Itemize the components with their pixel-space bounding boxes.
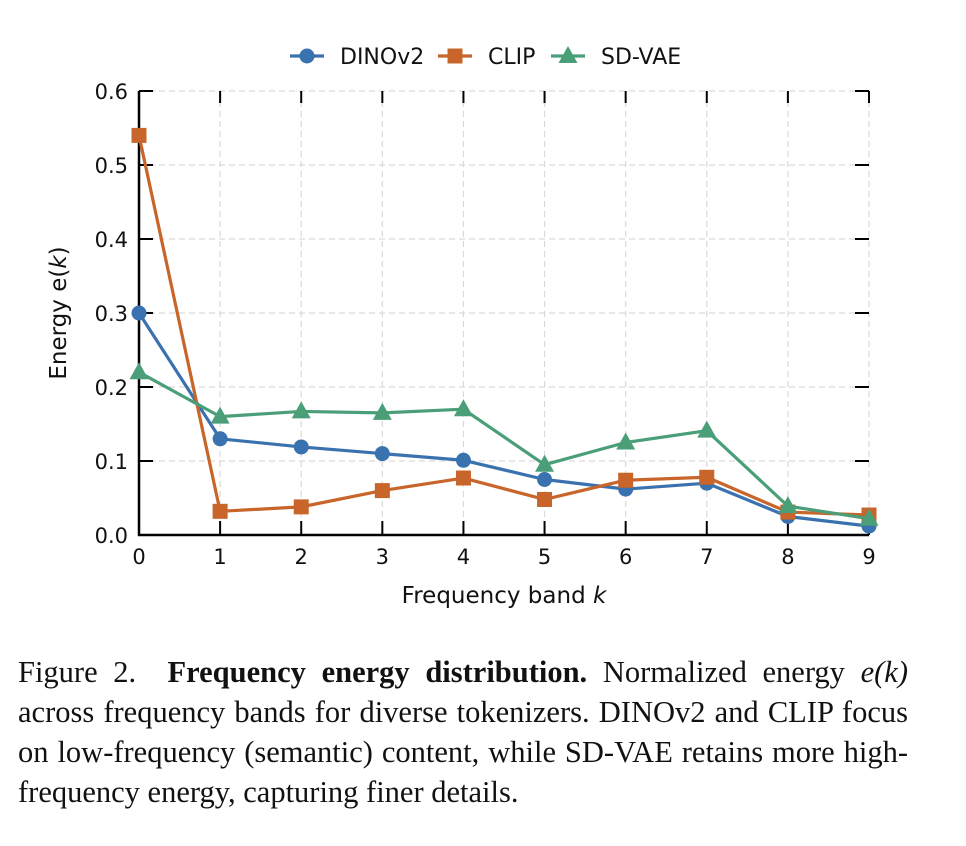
point-dinov2	[537, 472, 553, 487]
point-sd-vae	[291, 401, 311, 419]
point-sd-vae	[616, 432, 636, 450]
caption-text-2: across frequency bands for diverse token…	[18, 695, 908, 809]
x-tick-label: 7	[700, 545, 713, 569]
point-clip	[131, 127, 147, 143]
point-sd-vae	[210, 406, 230, 424]
legend-marker-clip	[447, 48, 463, 64]
point-sd-vae	[129, 362, 149, 380]
point-clip	[455, 470, 471, 486]
point-dinov2	[212, 431, 228, 447]
point-dinov2	[293, 439, 309, 455]
legend-item-clip: CLIP	[438, 45, 535, 70]
x-tick-label: 4	[457, 545, 470, 569]
point-dinov2	[455, 452, 471, 468]
x-tick-label: 2	[295, 545, 308, 569]
point-clip	[374, 483, 390, 499]
series-group	[129, 127, 879, 534]
x-tick-label: 5	[538, 545, 551, 569]
line-sd-vae	[138, 370, 870, 521]
point-sd-vae	[859, 508, 879, 526]
caption-prefix: Figure 2.	[18, 655, 137, 689]
point-dinov2	[131, 305, 147, 321]
point-sd-vae	[372, 402, 392, 420]
y-tick-label: 0.1	[95, 450, 128, 474]
y-tick-label: 0.3	[95, 302, 128, 326]
legend-item-sd-vae: SD-VAE	[551, 45, 681, 70]
point-clip	[212, 503, 228, 519]
x-tick-label: 3	[376, 545, 389, 569]
x-axis-variable: k	[593, 583, 608, 609]
x-tick-label: 6	[619, 545, 632, 569]
line-chart: 0.0 0.1 0.2 0.3 0.4 0.5 0.6 0 1 2 3 4 5 6 7 8 9 DINOv2 CL…	[46, 45, 879, 609]
legend-marker-dinov2	[299, 48, 315, 64]
x-tick-label: 8	[781, 545, 794, 569]
y-tick-label: 0.6	[95, 80, 128, 104]
axes: 0.0 0.1 0.2 0.3 0.4 0.5 0.6 0 1 2 3 4 5 6 7 8 9	[95, 80, 876, 569]
x-tick-label: 0	[132, 545, 145, 569]
point-sd-vae	[453, 399, 473, 417]
y-tick-label: 0.5	[95, 154, 128, 178]
point-sd-vae	[697, 420, 717, 438]
x-tick-label: 9	[862, 545, 875, 569]
caption-math: e(k)	[860, 655, 908, 689]
legend-label-dinov2: DINOv2	[340, 45, 424, 70]
line-clip	[137, 135, 870, 517]
point-sd-vae	[778, 496, 798, 514]
point-clip	[537, 491, 553, 507]
legend-item-dinov2: DINOv2	[290, 45, 424, 70]
y-tick-label: 0.4	[95, 228, 128, 252]
caption-text-1: Normalized energy	[587, 655, 861, 689]
y-axis-label: Energy e(k)	[46, 246, 72, 379]
x-axis-label: Frequency band k	[402, 583, 608, 609]
series-sd-vae	[129, 362, 879, 526]
line-dinov2	[137, 312, 870, 528]
legend: DINOv2 CLIP SD-VAE	[290, 45, 681, 70]
x-tick-label: 1	[213, 545, 226, 569]
y-axis-variable: k	[46, 254, 72, 269]
legend-marker-sd-vae	[558, 46, 578, 63]
y-tick-label: 0.2	[95, 376, 128, 400]
point-dinov2	[374, 446, 390, 462]
y-tick-label: 0.0	[95, 524, 128, 548]
point-clip	[293, 499, 309, 515]
figure-caption: Figure 2. Frequency energy distribution.…	[18, 652, 908, 812]
legend-label-sd-vae: SD-VAE	[601, 45, 681, 70]
series-clip	[131, 127, 877, 523]
caption-title: Frequency energy distribution.	[167, 655, 588, 689]
point-clip	[699, 469, 715, 485]
point-clip	[618, 472, 634, 488]
legend-label-clip: CLIP	[488, 45, 535, 70]
point-sd-vae	[535, 454, 555, 472]
series-dinov2	[131, 305, 877, 534]
